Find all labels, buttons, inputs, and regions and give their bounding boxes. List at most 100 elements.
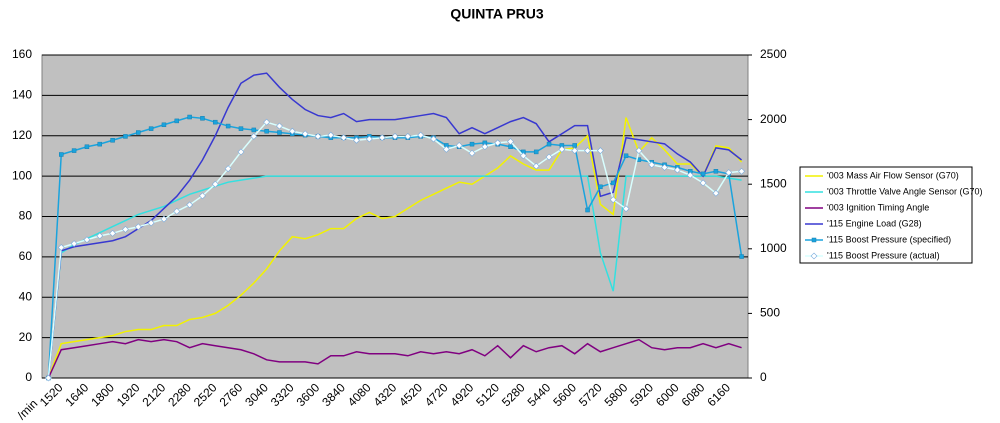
data-point: [572, 143, 577, 148]
data-point: [610, 180, 616, 186]
data-point: [545, 153, 553, 161]
data-point: [301, 130, 309, 138]
legend-label: '003 Ignition Timing Angle: [827, 202, 929, 212]
x-tick-label: 4080: [345, 380, 374, 409]
data-point: [532, 162, 540, 170]
data-point: [277, 130, 282, 135]
data-point: [96, 232, 104, 240]
x-tick-label: 3040: [242, 380, 271, 409]
x-tick-label: 5120: [473, 380, 502, 409]
y2-tick-label: 1500: [760, 176, 787, 190]
data-point: [200, 116, 205, 121]
data-point: [83, 236, 91, 244]
legend-label: '115 Boost Pressure (specified): [827, 234, 951, 244]
data-point: [238, 126, 244, 131]
legend-label: '115 Boost Pressure (actual): [827, 250, 940, 260]
data-point: [622, 205, 630, 213]
data-point: [276, 122, 283, 130]
data-point: [713, 169, 719, 174]
data-point: [160, 215, 168, 223]
data-point: [635, 147, 643, 155]
data-point: [519, 152, 527, 160]
y2-tick-label: 0: [760, 370, 767, 384]
data-point: [404, 132, 412, 140]
data-point: [558, 145, 566, 153]
x-tick-label: 5920: [627, 380, 656, 409]
y2-tick-label: 2000: [760, 112, 787, 126]
data-point: [507, 138, 514, 145]
data-point: [430, 135, 437, 143]
data-point: [648, 161, 656, 169]
x-tick-label: 2120: [140, 380, 169, 409]
x-tick-label: 4720: [422, 380, 451, 409]
x-tick-label: 1800: [88, 380, 117, 409]
data-point: [365, 135, 373, 143]
data-point: [417, 131, 425, 139]
legend-label: '115 Engine Load (G28): [827, 218, 922, 228]
data-point: [70, 240, 78, 248]
data-point: [546, 141, 552, 147]
data-point: [494, 139, 502, 147]
data-point: [584, 147, 591, 155]
x-tick-label: 1520: [37, 380, 66, 409]
data-point: [686, 171, 694, 179]
data-point: [609, 196, 617, 204]
legend-label: '003 Throttle Valve Angle Sensor (G70): [827, 186, 982, 196]
data-point: [71, 148, 77, 153]
data-point: [699, 179, 707, 187]
data-point: [211, 180, 219, 188]
x-tick-label: 3600: [294, 380, 323, 409]
legend-marker: [811, 237, 817, 243]
legend: [799, 166, 973, 264]
data-point: [738, 167, 746, 175]
data-point: [571, 147, 579, 155]
y-tick-label: 120: [12, 128, 32, 142]
data-point: [161, 122, 167, 128]
data-point: [122, 225, 129, 233]
data-point: [353, 136, 360, 144]
data-point: [225, 123, 231, 129]
x-tick-label: 5600: [550, 380, 579, 409]
data-point: [442, 145, 450, 153]
data-point: [224, 165, 232, 173]
data-point: [700, 171, 706, 177]
x-tick-label: 2760: [217, 380, 246, 409]
y-tick-label: 0: [25, 370, 32, 384]
y-tick-label: 140: [12, 88, 32, 102]
data-point: [148, 126, 154, 131]
data-point: [199, 192, 206, 200]
data-point: [508, 144, 513, 149]
data-point: [57, 244, 65, 251]
y-tick-label: 80: [19, 209, 33, 223]
x-tick-label: 2520: [191, 380, 220, 409]
data-point: [469, 141, 475, 147]
data-point: [533, 149, 539, 155]
legend-label: '003 Mass Air Flow Sensor (G70): [827, 170, 959, 180]
data-point: [327, 131, 335, 139]
data-point: [598, 184, 603, 190]
data-point: [173, 207, 181, 215]
data-point: [237, 148, 245, 156]
data-point: [44, 374, 52, 382]
data-point: [455, 142, 463, 149]
x-tick-label: 4920: [448, 380, 477, 409]
data-point: [109, 229, 117, 237]
data-point: [725, 169, 733, 176]
data-point: [59, 152, 64, 157]
data-point: [84, 144, 90, 149]
x-tick-label: 4520: [396, 380, 425, 409]
data-point: [288, 127, 296, 135]
x-tick-label: 5720: [576, 380, 605, 409]
data-point: [585, 207, 590, 213]
data-point: [673, 166, 681, 174]
x-tick-label: 2280: [165, 380, 194, 409]
data-point: [187, 114, 192, 120]
y2-tick-label: 2500: [760, 47, 787, 61]
y-tick-label: 40: [19, 289, 33, 303]
data-point: [623, 153, 629, 159]
series-line: [47, 338, 742, 379]
x-tick-label: 5800: [602, 380, 631, 409]
data-point: [661, 163, 668, 171]
data-point: [97, 141, 103, 147]
